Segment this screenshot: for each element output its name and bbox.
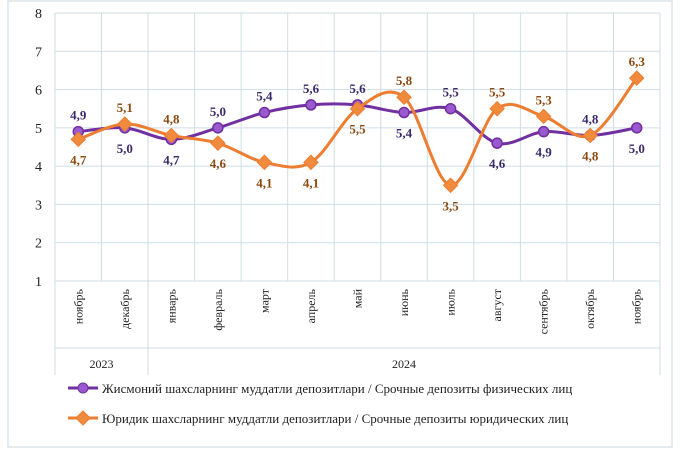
data-point (582, 127, 598, 144)
legend-label: Юридик шахсларнинг муддатли депозитлари … (102, 411, 568, 426)
data-label: 4,1 (303, 175, 319, 190)
x-tick-label: декабрь (118, 288, 132, 329)
x-tick-label: сентябрь (537, 288, 551, 334)
data-label: 4,8 (582, 149, 599, 164)
year-label: 2023 (90, 357, 114, 371)
data-point (398, 106, 410, 119)
data-label: 4,6 (210, 156, 227, 171)
data-point (117, 116, 133, 132)
legend-marker (75, 410, 91, 426)
data-point (305, 99, 317, 111)
data-point (303, 154, 319, 171)
data-label: 4,6 (489, 156, 506, 171)
legend-marker (77, 382, 89, 394)
data-point (491, 137, 503, 149)
y-tick-label: 6 (35, 84, 42, 99)
data-label: 4,7 (163, 152, 180, 167)
data-label: 4,7 (70, 152, 87, 167)
data-point (630, 122, 643, 134)
data-label: 5,0 (210, 104, 226, 119)
data-label: 4,9 (536, 145, 553, 160)
data-point (537, 125, 550, 138)
x-tick-label: февраль (211, 288, 225, 330)
y-tick-label: 8 (35, 7, 42, 22)
y-tick-label: 7 (35, 45, 42, 60)
data-label: 5,4 (256, 89, 273, 104)
x-tick-label: апрель (304, 288, 318, 323)
data-label: 5,1 (117, 100, 133, 115)
x-tick-label: март (257, 288, 271, 313)
y-tick-label: 4 (35, 160, 42, 175)
data-label: 4,9 (70, 108, 87, 123)
data-label: 5,6 (349, 81, 366, 96)
data-point (628, 70, 645, 86)
data-label: 4,1 (256, 175, 272, 190)
year-label: 2024 (392, 357, 416, 371)
data-point (535, 108, 552, 125)
data-label: 4,8 (582, 112, 599, 127)
data-point (212, 122, 224, 134)
x-tick-label: июль (444, 288, 458, 315)
data-point (258, 106, 271, 119)
y-tick-label: 1 (35, 275, 42, 290)
data-label: 5,0 (629, 141, 645, 156)
data-label: 3,5 (442, 198, 459, 213)
data-label: 5,3 (536, 92, 553, 107)
data-label: 5,0 (117, 141, 133, 156)
data-point (444, 102, 457, 115)
x-tick-label: май (351, 288, 365, 308)
y-tick-label: 3 (35, 198, 42, 213)
y-tick-label: 2 (35, 237, 42, 252)
data-label: 5,5 (489, 85, 506, 100)
data-label: 5,6 (303, 81, 320, 96)
data-label: 6,3 (629, 54, 646, 69)
data-label: 5,5 (442, 85, 459, 100)
x-tick-label: ноябрь (71, 288, 85, 324)
data-point (210, 135, 226, 151)
data-label: 5,4 (396, 126, 413, 141)
data-point (396, 89, 412, 106)
y-tick-label: 5 (35, 122, 42, 137)
legend-label: Жисмоний шахсларнинг муддатли депозитлар… (102, 381, 572, 396)
data-point (489, 100, 505, 117)
x-tick-label: октябрь (583, 288, 597, 328)
chart-border (7, 0, 673, 448)
data-label: 5,8 (396, 73, 413, 88)
data-label: 4,8 (163, 112, 180, 127)
data-point (70, 131, 87, 148)
x-tick-label: июнь (397, 288, 411, 316)
data-point (442, 177, 459, 194)
data-point (349, 100, 366, 117)
x-tick-label: август (490, 288, 504, 321)
x-tick-label: ноябрь (630, 288, 644, 324)
data-point (163, 127, 180, 144)
data-point (256, 154, 273, 171)
data-label: 5,5 (349, 122, 366, 137)
x-tick-label: январь (164, 288, 178, 323)
